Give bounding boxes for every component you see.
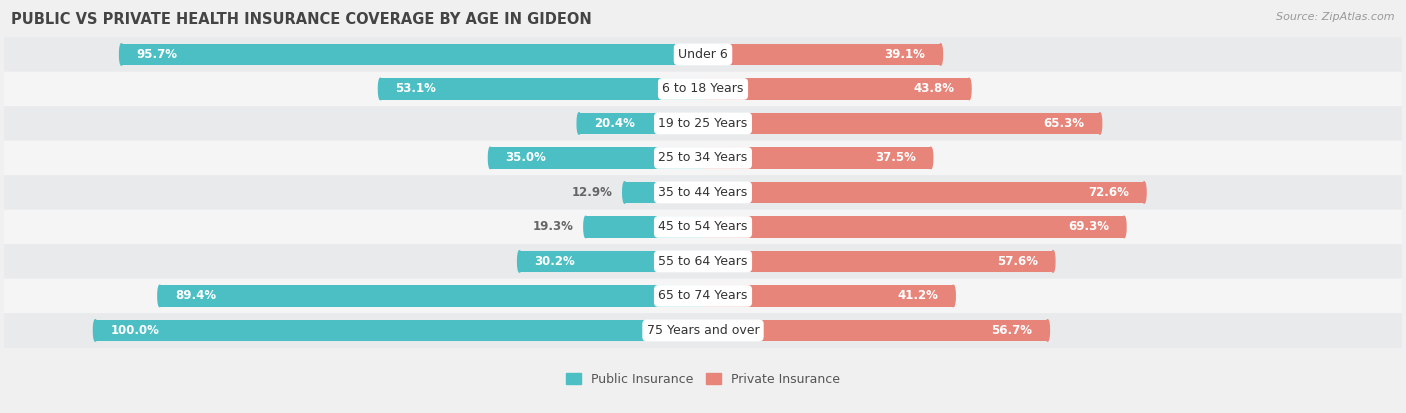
Bar: [586, 216, 703, 237]
Bar: [703, 251, 1053, 272]
Text: 25 to 34 Years: 25 to 34 Years: [658, 152, 748, 164]
Text: 65 to 74 Years: 65 to 74 Years: [658, 290, 748, 302]
Text: 41.2%: 41.2%: [897, 290, 938, 302]
Bar: [96, 320, 703, 341]
Text: 20.4%: 20.4%: [595, 117, 636, 130]
FancyBboxPatch shape: [4, 279, 1402, 313]
Circle shape: [1052, 251, 1054, 272]
Text: 89.4%: 89.4%: [174, 290, 217, 302]
Text: 72.6%: 72.6%: [1088, 186, 1129, 199]
Text: 69.3%: 69.3%: [1069, 221, 1109, 233]
Circle shape: [623, 182, 627, 203]
Circle shape: [939, 44, 942, 65]
Circle shape: [1046, 320, 1049, 341]
Circle shape: [120, 44, 124, 65]
Circle shape: [517, 251, 522, 272]
FancyBboxPatch shape: [4, 175, 1402, 210]
Text: 100.0%: 100.0%: [111, 324, 159, 337]
Circle shape: [93, 320, 97, 341]
Legend: Public Insurance, Private Insurance: Public Insurance, Private Insurance: [561, 368, 845, 391]
Text: 57.6%: 57.6%: [997, 255, 1038, 268]
Text: 19.3%: 19.3%: [533, 221, 574, 233]
Bar: [703, 320, 1047, 341]
Text: 95.7%: 95.7%: [136, 48, 177, 61]
Text: 30.2%: 30.2%: [534, 255, 575, 268]
Circle shape: [1098, 113, 1102, 134]
Bar: [703, 182, 1144, 203]
FancyBboxPatch shape: [4, 210, 1402, 244]
Text: 43.8%: 43.8%: [912, 83, 955, 95]
Text: 12.9%: 12.9%: [572, 186, 613, 199]
Text: PUBLIC VS PRIVATE HEALTH INSURANCE COVERAGE BY AGE IN GIDEON: PUBLIC VS PRIVATE HEALTH INSURANCE COVER…: [11, 12, 592, 27]
Circle shape: [157, 285, 162, 306]
Bar: [703, 147, 931, 169]
FancyBboxPatch shape: [4, 106, 1402, 141]
FancyBboxPatch shape: [4, 72, 1402, 106]
Text: 39.1%: 39.1%: [884, 48, 925, 61]
Bar: [703, 285, 953, 306]
Text: 75 Years and over: 75 Years and over: [647, 324, 759, 337]
Text: 55 to 64 Years: 55 to 64 Years: [658, 255, 748, 268]
Text: Source: ZipAtlas.com: Source: ZipAtlas.com: [1277, 12, 1395, 22]
Bar: [380, 78, 703, 100]
Bar: [624, 182, 703, 203]
Text: Under 6: Under 6: [678, 48, 728, 61]
Circle shape: [929, 147, 932, 169]
Bar: [519, 251, 703, 272]
Text: 56.7%: 56.7%: [991, 324, 1032, 337]
Bar: [703, 216, 1125, 237]
Circle shape: [583, 216, 588, 237]
Text: 45 to 54 Years: 45 to 54 Years: [658, 221, 748, 233]
FancyBboxPatch shape: [4, 313, 1402, 348]
Circle shape: [952, 285, 955, 306]
Bar: [579, 113, 703, 134]
Bar: [703, 44, 941, 65]
Text: 19 to 25 Years: 19 to 25 Years: [658, 117, 748, 130]
Text: 37.5%: 37.5%: [875, 152, 915, 164]
Bar: [703, 113, 1099, 134]
Text: 35 to 44 Years: 35 to 44 Years: [658, 186, 748, 199]
Bar: [491, 147, 703, 169]
Circle shape: [488, 147, 492, 169]
Circle shape: [1122, 216, 1126, 237]
Circle shape: [1142, 182, 1146, 203]
Text: 6 to 18 Years: 6 to 18 Years: [662, 83, 744, 95]
Bar: [121, 44, 703, 65]
FancyBboxPatch shape: [4, 141, 1402, 175]
FancyBboxPatch shape: [4, 244, 1402, 279]
Circle shape: [378, 78, 382, 100]
Text: 35.0%: 35.0%: [506, 152, 547, 164]
Text: 65.3%: 65.3%: [1043, 117, 1084, 130]
Circle shape: [967, 78, 972, 100]
Circle shape: [576, 113, 581, 134]
Text: 53.1%: 53.1%: [395, 83, 436, 95]
Bar: [160, 285, 703, 306]
Bar: [703, 78, 969, 100]
FancyBboxPatch shape: [4, 37, 1402, 72]
